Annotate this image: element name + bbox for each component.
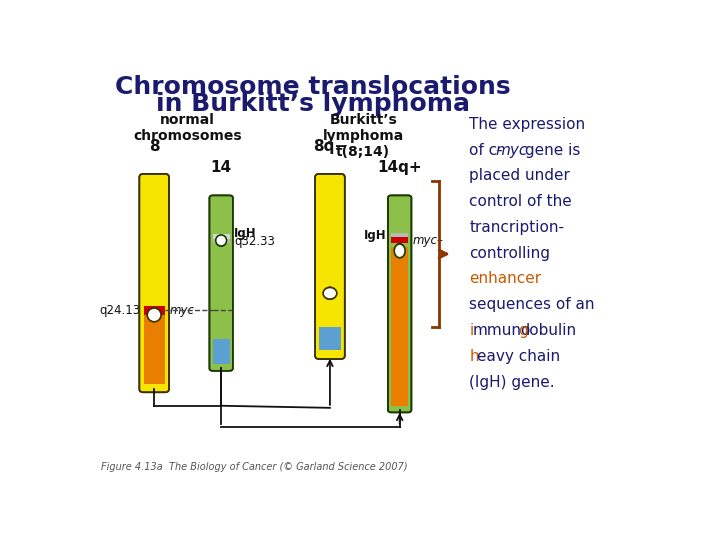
Bar: [213, 234, 230, 239]
Text: eavy chain: eavy chain: [477, 349, 560, 364]
Text: of c-: of c-: [469, 143, 503, 158]
Ellipse shape: [395, 244, 405, 258]
Ellipse shape: [216, 235, 227, 246]
FancyBboxPatch shape: [388, 195, 411, 413]
Text: The expression: The expression: [469, 117, 585, 132]
Text: controlling: controlling: [469, 246, 551, 261]
Text: gene is: gene is: [521, 143, 581, 158]
Text: sequences of an: sequences of an: [469, 297, 595, 312]
Text: q32.33: q32.33: [234, 235, 275, 248]
Bar: [392, 247, 408, 406]
Bar: [213, 239, 230, 242]
Text: trancription-: trancription-: [469, 220, 564, 235]
Text: IgH: IgH: [364, 230, 387, 242]
Ellipse shape: [148, 308, 161, 322]
Text: (IgH) gene.: (IgH) gene.: [469, 375, 555, 389]
Text: lobulin: lobulin: [526, 323, 577, 338]
Bar: [143, 306, 165, 315]
Text: 14q+: 14q+: [377, 160, 422, 175]
Text: normal
chromosomes: normal chromosomes: [133, 113, 242, 143]
Text: enhancer: enhancer: [469, 272, 541, 286]
Ellipse shape: [216, 234, 226, 246]
Bar: [392, 237, 408, 244]
FancyBboxPatch shape: [140, 174, 169, 392]
Text: in Burkitt’s lymphoma: in Burkitt’s lymphoma: [156, 92, 470, 116]
FancyBboxPatch shape: [210, 195, 233, 371]
Text: h: h: [469, 349, 479, 364]
Ellipse shape: [148, 307, 161, 322]
Bar: [213, 339, 230, 364]
Text: mmuno: mmuno: [473, 323, 531, 338]
Text: g: g: [518, 323, 528, 338]
Text: Figure 4.13a  The Biology of Cancer (© Garland Science 2007): Figure 4.13a The Biology of Cancer (© Ga…: [101, 462, 408, 472]
FancyBboxPatch shape: [315, 174, 345, 359]
Text: i: i: [469, 323, 474, 338]
Text: myc: myc: [169, 304, 194, 317]
Text: placed under: placed under: [469, 168, 570, 184]
Text: myc–: myc–: [413, 234, 444, 247]
Text: Burkitt’s
lymphoma
t(8;14): Burkitt’s lymphoma t(8;14): [323, 113, 404, 159]
Bar: [320, 327, 341, 350]
Text: control of the: control of the: [469, 194, 572, 209]
Text: 14: 14: [210, 160, 232, 175]
Text: 8q−: 8q−: [313, 139, 347, 154]
Bar: [143, 310, 165, 383]
Ellipse shape: [323, 287, 336, 300]
Text: Chromosome translocations: Chromosome translocations: [115, 75, 511, 99]
Ellipse shape: [395, 244, 405, 258]
Ellipse shape: [323, 287, 337, 299]
Text: IgH: IgH: [234, 227, 256, 240]
Text: q24.13: q24.13: [99, 304, 141, 317]
Text: myc: myc: [495, 143, 528, 158]
Bar: [392, 233, 408, 238]
Text: 8: 8: [149, 139, 160, 154]
